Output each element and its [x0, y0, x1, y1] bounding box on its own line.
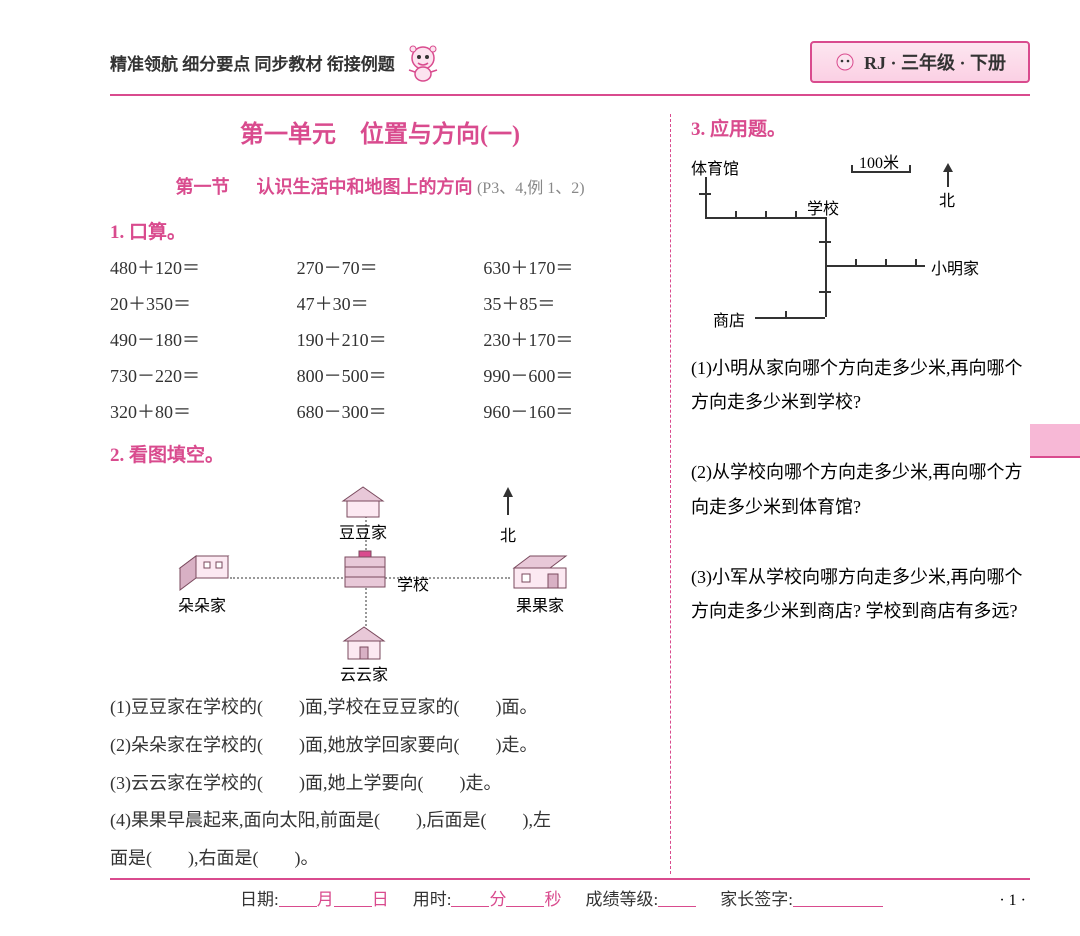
- q2-questions: (1)豆豆家在学校的( )面,学校在豆豆家的( )面。 (2)朵朵家在学校的( …: [110, 689, 650, 878]
- header-left: 精准领航 细分要点 同步教材 衔接例题: [110, 40, 445, 84]
- map-north: 北: [939, 187, 955, 211]
- map-tick: [855, 259, 857, 267]
- calc-item: 20＋350＝: [110, 290, 277, 316]
- map-tick: [765, 211, 767, 219]
- footer: 日期: 月 日 用时: 分 秒 成绩等级: 家长签字:: [110, 885, 1030, 910]
- q3-2: (2)从学校向哪个方向走多少米,再向哪个方向走多少米到体育馆?: [691, 455, 1030, 523]
- footer-day: 日: [372, 885, 389, 910]
- header-tagline: 精准领航 细分要点 同步教材 衔接例题: [110, 50, 395, 75]
- house-label: 豆豆家: [335, 519, 391, 543]
- calc-item: 190＋210＝: [297, 326, 464, 352]
- map-tick: [819, 291, 831, 293]
- house-duoduo: 朵朵家: [170, 552, 234, 616]
- north-label: 北: [500, 522, 516, 546]
- q3-head: 3. 应用题。: [691, 114, 1030, 141]
- footer-time: 用时:: [413, 885, 452, 910]
- fill-line: (2)朵朵家在学校的( )面,她放学回家要向( )走。: [110, 727, 650, 765]
- calc-item: 630＋170＝: [483, 254, 650, 280]
- calc-item: 990－600＝: [483, 362, 650, 388]
- calc-item: 320＋80＝: [110, 398, 277, 424]
- map-line: [825, 265, 925, 267]
- mini-mascot-icon: [834, 51, 856, 73]
- fill-line: (3)云云家在学校的( )面,她上学要向( )走。: [110, 765, 650, 803]
- q1-head: 1. 口算。: [110, 217, 650, 244]
- q3-map: 体育馆 100米 北 学校: [691, 151, 1030, 341]
- map-tick: [785, 311, 787, 319]
- map-xiaoming: 小明家: [931, 255, 979, 279]
- footer-min: 分: [489, 885, 506, 910]
- fill-line: (4)果果早晨起来,面向太阳,前面是( ),后面是( ),左: [110, 802, 650, 840]
- scale-tick: [851, 165, 853, 173]
- map-tick: [735, 211, 737, 219]
- section-label: 第一节: [175, 177, 229, 197]
- house-label: 云云家: [338, 661, 390, 685]
- house-doudou: 豆豆家: [335, 485, 391, 543]
- map-line: [705, 177, 707, 217]
- footer-grade: 成绩等级:: [585, 885, 658, 910]
- map-line: [755, 317, 825, 319]
- blank[interactable]: [658, 888, 696, 907]
- footer-month: 月: [317, 885, 334, 910]
- blank[interactable]: [793, 888, 883, 907]
- footer-sec: 秒: [544, 885, 561, 910]
- map-tick: [885, 259, 887, 267]
- mascot-icon: [401, 40, 445, 84]
- scale-tick: [909, 165, 911, 173]
- house-school: 学校: [335, 549, 395, 591]
- map-shop: 商店: [713, 307, 745, 331]
- footer-date: 日期:: [240, 885, 279, 910]
- unit-title: 第一单元 位置与方向(一): [110, 114, 650, 149]
- house-label: 学校: [397, 571, 429, 595]
- q3-1: (1)小明从家向哪个方向走多少米,再向哪个方向走多少米到学校?: [691, 351, 1030, 419]
- calc-item: 480＋120＝: [110, 254, 277, 280]
- header-divider: [110, 94, 1030, 96]
- blank[interactable]: [506, 888, 544, 907]
- footer-divider: [110, 878, 1030, 880]
- map-tick: [915, 259, 917, 267]
- side-tab: [1030, 424, 1080, 458]
- blank[interactable]: [334, 888, 372, 907]
- calc-item: 960－160＝: [483, 398, 650, 424]
- house-yunyun: 云云家: [338, 625, 390, 685]
- map-tick: [699, 193, 711, 195]
- house-label: 果果家: [508, 592, 572, 616]
- q2-figure: 北 豆豆家 朵朵家 学校 果果家: [110, 477, 650, 677]
- page-number: · 1 ·: [999, 892, 1026, 910]
- q3-3: (3)小军从学校向哪方向走多少米,再向哪个方向走多少米到商店? 学校到商店有多远…: [691, 560, 1030, 628]
- header-row: 精准领航 细分要点 同步教材 衔接例题 RJ · 三年级 ·: [110, 40, 1030, 84]
- calc-item: 730－220＝: [110, 362, 277, 388]
- calc-item: 490－180＝: [110, 326, 277, 352]
- calc-item: 35＋85＝: [483, 290, 650, 316]
- calc-item: 230＋170＝: [483, 326, 650, 352]
- blank[interactable]: [279, 888, 317, 907]
- map-line: [825, 217, 827, 317]
- map-school: 学校: [807, 195, 839, 219]
- section-ref: (P3、4,例 1、2): [477, 180, 585, 197]
- calc-item: 800－500＝: [297, 362, 464, 388]
- map-gym: 体育馆: [691, 155, 739, 179]
- fill-line: (1)豆豆家在学校的( )面,学校在豆豆家的( )面。: [110, 689, 650, 727]
- blank[interactable]: [451, 888, 489, 907]
- house-guoguo: 果果家: [508, 552, 572, 616]
- calc-item: 680－300＝: [297, 398, 464, 424]
- calc-item: 47＋30＝: [297, 290, 464, 316]
- badge-text: RJ · 三年级 · 下册: [864, 49, 1006, 75]
- right-column: 3. 应用题。 体育馆 100米 北: [670, 114, 1030, 874]
- q2-head: 2. 看图填空。: [110, 440, 650, 467]
- grade-badge: RJ · 三年级 · 下册: [810, 41, 1030, 83]
- north-indicator: 北: [500, 487, 516, 546]
- map-tick: [795, 211, 797, 219]
- calc-item: 270－70＝: [297, 254, 464, 280]
- left-column: 第一单元 位置与方向(一) 第一节 认识生活中和地图上的方向 (P3、4,例 1…: [110, 114, 670, 874]
- section-title: 第一节 认识生活中和地图上的方向 (P3、4,例 1、2): [110, 173, 650, 199]
- map-tick: [819, 241, 831, 243]
- footer-sign: 家长签字:: [720, 885, 793, 910]
- house-label: 朵朵家: [170, 592, 234, 616]
- calc-grid: 480＋120＝ 270－70＝ 630＋170＝ 20＋350＝ 47＋30＝…: [110, 254, 650, 424]
- fill-line: 面是( ),右面是( )。: [110, 840, 650, 878]
- map-scale: 100米: [859, 149, 899, 173]
- section-name: 认识生活中和地图上的方向: [256, 177, 472, 197]
